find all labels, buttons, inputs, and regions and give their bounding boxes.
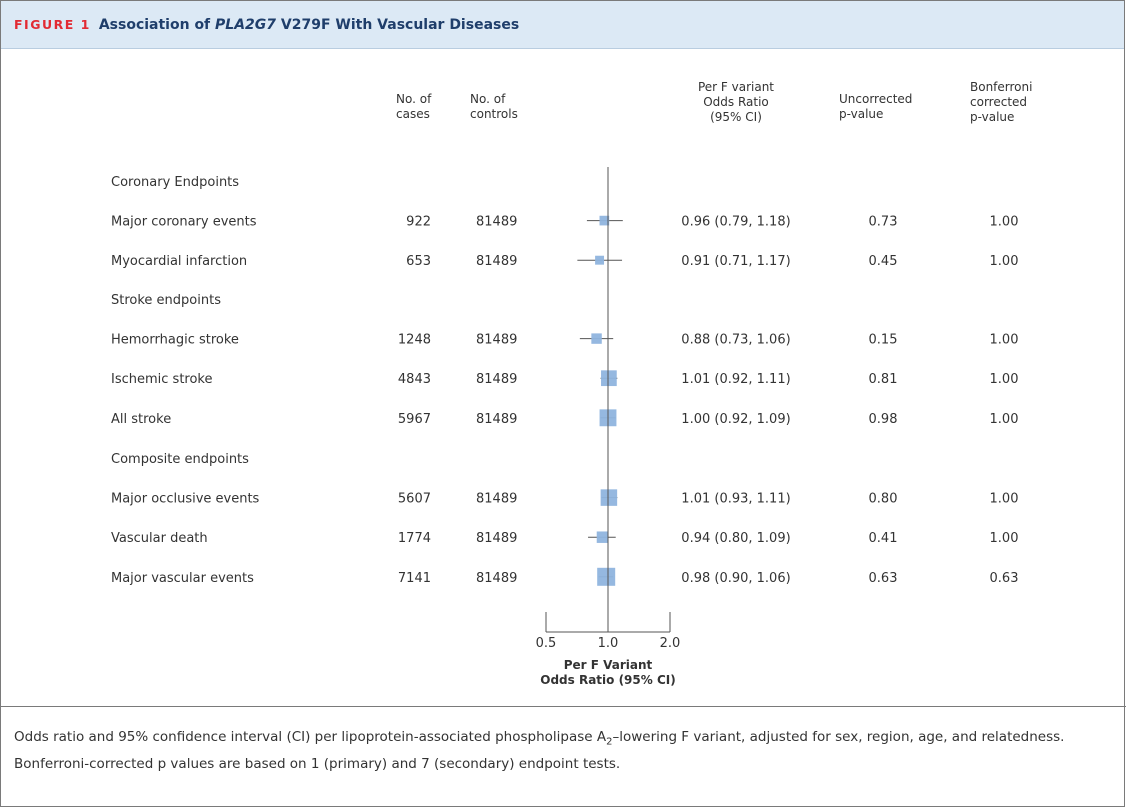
figure-header: FIGURE 1 Association of PLA2G7 V279F With…	[1, 1, 1124, 49]
cases-value: 7141	[398, 571, 431, 586]
cases-value: 5967	[398, 412, 431, 427]
or-marker	[601, 370, 617, 387]
figure-title-pre: Association of	[98, 17, 216, 33]
odds-ratio-text: 1.00 (0.92, 1.09)	[681, 412, 790, 427]
header-bonferroni-p: Bonferroni corrected p-value	[970, 80, 1032, 124]
group-label: Composite endpoints	[111, 452, 249, 467]
p-value: 0.98	[869, 412, 898, 427]
row-label: Ischemic stroke	[111, 372, 213, 387]
or-marker	[595, 255, 605, 265]
figure-title-post: V279F With Vascular Diseases	[276, 17, 520, 33]
controls-value: 81489	[476, 531, 517, 546]
caption-part1: Odds ratio and 95% confidence interval (…	[14, 729, 607, 745]
odds-ratio-text: 0.88 (0.73, 1.06)	[681, 333, 790, 348]
controls-value: 81489	[476, 372, 517, 387]
figure-label: FIGURE 1	[14, 17, 91, 32]
figure-caption: Odds ratio and 95% confidence interval (…	[14, 724, 1109, 778]
x-axis-title: Odds Ratio (95% CI)	[540, 673, 675, 687]
or-marker	[600, 489, 618, 506]
bonferroni-p-value: 1.00	[990, 412, 1019, 427]
figure-title: Association of PLA2G7 V279F With Vascula…	[99, 17, 519, 33]
p-value: 0.45	[869, 254, 898, 269]
caption-part2: –lowering F variant, adjusted for sex, r…	[14, 729, 1065, 772]
header-no-of-controls: No. of controls	[470, 92, 518, 121]
row-label: Myocardial infarction	[111, 254, 247, 269]
x-axis-title: Per F Variant	[564, 658, 653, 672]
p-value: 0.73	[869, 215, 898, 230]
odds-ratio-text: 0.91 (0.71, 1.17)	[681, 254, 790, 269]
cases-value: 1774	[398, 531, 431, 546]
figure-title-gene: PLA2G7	[215, 17, 277, 33]
controls-value: 81489	[476, 492, 517, 507]
row-label: Major vascular events	[111, 571, 254, 586]
p-value: 0.41	[869, 531, 898, 546]
x-tick-label: 0.5	[536, 636, 557, 651]
forest-plot: No. of cases No. of controls Per F variant Od…	[111, 80, 1032, 687]
bonferroni-p-value: 0.63	[990, 571, 1019, 586]
row-label: Vascular death	[111, 531, 208, 546]
controls-value: 81489	[476, 571, 517, 586]
caption-subscript: 2	[606, 736, 613, 748]
row-label: Major coronary events	[111, 215, 257, 230]
or-marker	[591, 333, 602, 344]
bonferroni-p-value: 1.00	[990, 531, 1019, 546]
or-marker	[596, 531, 609, 543]
p-value: 0.80	[869, 492, 898, 507]
cases-value: 653	[406, 254, 431, 269]
p-value: 0.15	[869, 333, 898, 348]
header-uncorrected-p: Uncorrected p-value	[839, 92, 912, 121]
odds-ratio-text: 0.96 (0.79, 1.18)	[681, 215, 790, 230]
p-value: 0.81	[869, 372, 898, 387]
cases-value: 4843	[398, 372, 431, 387]
header-no-of-cases: No. of cases	[396, 92, 432, 121]
row-label: Major occlusive events	[111, 492, 260, 507]
odds-ratio-text: 1.01 (0.93, 1.11)	[681, 492, 790, 507]
cases-value: 1248	[398, 333, 431, 348]
group-label: Coronary Endpoints	[111, 175, 239, 190]
odds-ratio-text: 1.01 (0.92, 1.11)	[681, 372, 790, 387]
bonferroni-p-value: 1.00	[990, 254, 1019, 269]
or-marker	[597, 567, 616, 586]
controls-value: 81489	[476, 254, 517, 269]
controls-value: 81489	[476, 333, 517, 348]
row-label: All stroke	[111, 412, 171, 427]
bonferroni-p-value: 1.00	[990, 372, 1019, 387]
cases-value: 922	[406, 215, 431, 230]
forest-plot-area: No. of cases No. of controls Per F variant Od…	[1, 49, 1126, 707]
cases-value: 5607	[398, 492, 431, 507]
odds-ratio-text: 0.98 (0.90, 1.06)	[681, 571, 790, 586]
or-marker	[599, 215, 610, 226]
bonferroni-p-value: 1.00	[990, 333, 1019, 348]
controls-value: 81489	[476, 412, 517, 427]
group-label: Stroke endpoints	[111, 293, 221, 308]
controls-value: 81489	[476, 215, 517, 230]
bonferroni-p-value: 1.00	[990, 492, 1019, 507]
bonferroni-p-value: 1.00	[990, 215, 1019, 230]
p-value: 0.63	[869, 571, 898, 586]
row-label: Hemorrhagic stroke	[111, 333, 239, 348]
x-tick-label: 2.0	[660, 636, 681, 651]
header-odds-ratio: Per F variant Odds Ratio (95% CI)	[698, 80, 774, 124]
odds-ratio-text: 0.94 (0.80, 1.09)	[681, 531, 790, 546]
x-tick-label: 1.0	[598, 636, 619, 651]
